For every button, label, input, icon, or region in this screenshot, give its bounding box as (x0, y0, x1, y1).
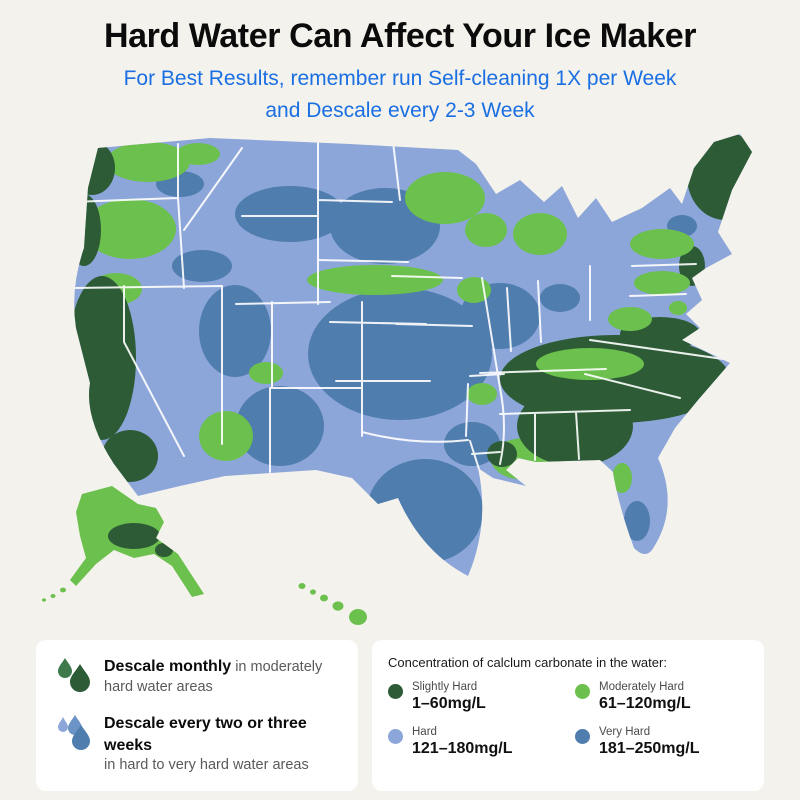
state-borders (74, 134, 731, 474)
legend-bold-text: Descale monthly (104, 658, 232, 676)
moderately-hard-color-dot (575, 684, 590, 700)
hard-color-dot (388, 729, 403, 745)
hardness-value: 61–120mg/L (599, 695, 691, 713)
hardness-value: 121–180mg/L (412, 740, 513, 758)
legend-entry-very-hard: Very Hard 181–250mg/L (575, 726, 748, 758)
hardness-label: Slightly Hard (412, 681, 478, 694)
legend-rest-text: in hard to very hard water areas (104, 756, 309, 773)
legend-entry-hard: Hard 121–180mg/L (388, 726, 561, 758)
very-hard-color-dot (575, 729, 590, 745)
page-title: Hard Water Can Affect Your Ice Maker (103, 17, 697, 55)
legend-item-descale-monthly: Descale monthly in moderately hard water… (54, 656, 340, 698)
legend-row: Descale monthly in moderately hard water… (0, 640, 800, 791)
legend-entry-moderately-hard: Moderately Hard 61–120mg/L (575, 681, 748, 713)
legend-item-descale-biweekly: Descale every two or three weeks in hard… (54, 713, 340, 774)
green-drops-icon (58, 658, 90, 693)
descale-legend-card: Descale monthly in moderately hard water… (36, 640, 358, 791)
blue-drops-icon (58, 715, 90, 751)
legend-entry-slightly-hard: Slightly Hard 1–60mg/L (388, 681, 561, 713)
slightly-hard-color-dot (388, 684, 403, 700)
page-subtitle: For Best Results, remember run Self-clea… (0, 63, 800, 126)
concentration-legend-card: Concentration of calclum carbonate in th… (372, 640, 764, 791)
legend-bold-text: Descale every two or three weeks (104, 715, 307, 754)
concentration-grid: Slightly Hard 1–60mg/L Moderately Hard 6… (388, 681, 748, 758)
us-map-svg (42, 134, 752, 626)
us-water-hardness-map (30, 126, 770, 638)
hardness-label: Hard (412, 726, 437, 739)
very-hard-regions (156, 171, 697, 564)
legend-rest-text: in moderately hard water areas (104, 659, 323, 695)
subtitle-line-2: and Descale every 2-3 Week (265, 98, 535, 122)
hardness-value: 1–60mg/L (412, 695, 486, 713)
moderately-hard-overlay-regions (536, 229, 694, 527)
aleutian-islands (42, 587, 66, 602)
concentration-legend-title: Concentration of calclum carbonate in th… (388, 655, 667, 671)
hardness-label: Very Hard (599, 726, 651, 739)
legend-text: Descale every two or three weeks in hard… (104, 713, 340, 774)
hawaii-islands (298, 583, 367, 626)
hardness-value: 181–250mg/L (599, 740, 700, 758)
alaska-shape (42, 486, 204, 602)
hardness-label: Moderately Hard (599, 681, 685, 694)
legend-text: Descale monthly in moderately hard water… (104, 656, 340, 696)
subtitle-line-1: For Best Results, remember run Self-clea… (123, 67, 677, 91)
